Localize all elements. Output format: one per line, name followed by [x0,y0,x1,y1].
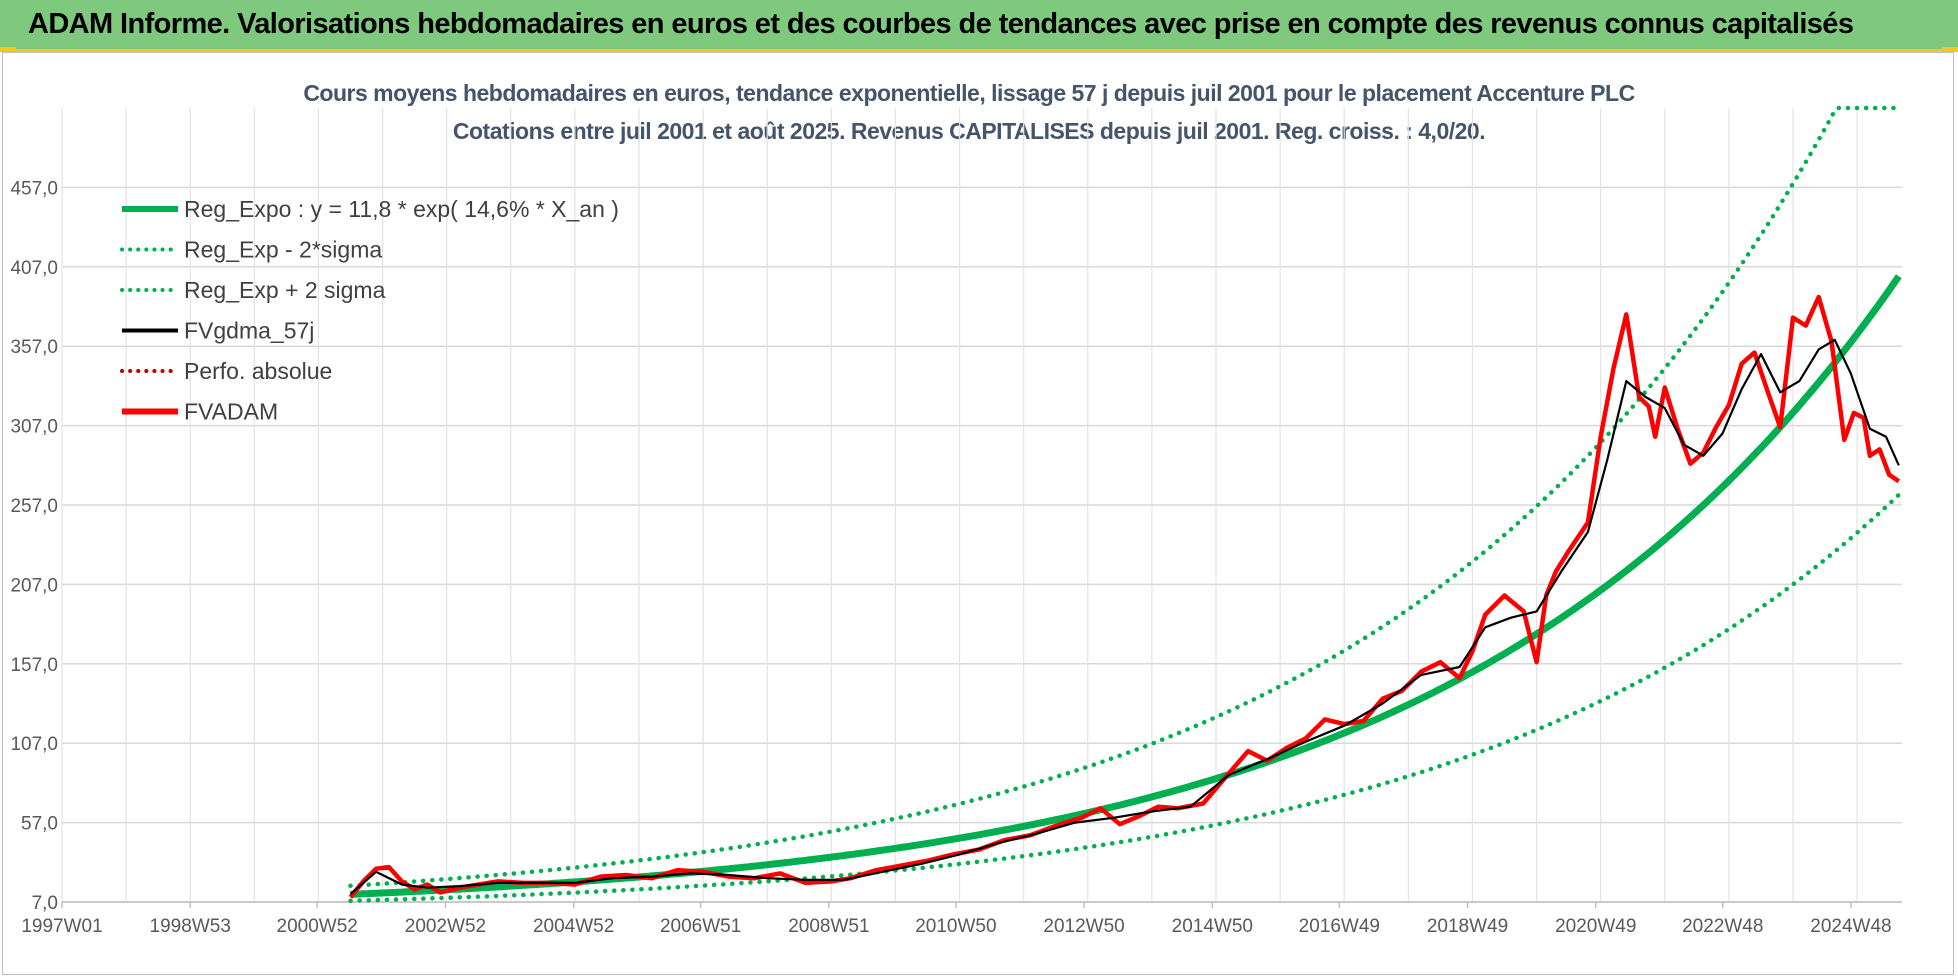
legend-reg-expo-label: Reg_Expo : y = 11,8 * exp( 14,6% * X_an … [184,196,619,222]
y-tick-label: 57,0 [21,814,58,835]
y-tick-label: 307,0 [10,417,58,438]
x-tick-label: 2022W48 [1682,916,1763,937]
x-tick-label: 2002W52 [405,916,486,937]
gridlines [61,108,1902,903]
legend-fvgdma-label: FVgdma_57j [184,318,314,344]
y-tick-label: 207,0 [10,575,58,596]
series-reg-exp-plus-2sigma [348,105,1902,889]
y-tick-label: 457,0 [10,178,58,199]
x-tick-label: 1997W01 [21,916,102,937]
y-axis-ticks: 7,0 57,0 107,0 157,0 207,0 257,0 307,0 357,0 407… [10,178,58,914]
x-tick-label: 2024W48 [1810,916,1891,937]
series-fvadam [348,294,1901,899]
x-tick-label: 1998W53 [150,916,231,937]
corner-accent-right [1942,47,1958,52]
x-tick-label: 2008W51 [788,916,869,937]
x-tick-label: 2014W50 [1172,916,1253,937]
x-tick-label: 2016W49 [1299,916,1380,937]
chart-title: Cours moyens hebdomadaires en euros, ten… [303,80,1635,106]
y-tick-label: 7,0 [32,893,58,914]
series-fvgdma-57j [349,338,1900,895]
y-tick-label: 257,0 [10,496,58,517]
x-tick-label: 2018W49 [1427,916,1508,937]
series-reg-expo [350,274,1902,898]
legend-perfo-label: Perfo. absolue [184,358,332,384]
legend-reg-exp-minus-label: Reg_Exp - 2*sigma [184,237,382,263]
legend-fvadam-label: FVADAM [184,399,278,425]
legend: Reg_Expo : y = 11,8 * exp( 14,6% * X_an … [120,196,619,425]
x-tick-label: 2006W51 [660,916,741,937]
y-tick-label: 157,0 [10,655,58,676]
x-tick-label: 2000W52 [277,916,358,937]
y-tick-label: 107,0 [10,734,58,755]
x-tick-label: 2004W52 [533,916,614,937]
legend-reg-exp-plus-label: Reg_Exp + 2 sigma [184,277,386,303]
x-tick-label: 2012W50 [1043,916,1124,937]
corner-accent-left [0,47,16,52]
x-tick-label: 2020W49 [1555,916,1636,937]
x-tick-label: 2010W50 [915,916,996,937]
chart-subtitle: Cotations entre juil 2001 et août 2025. … [452,118,1486,144]
header-banner: ADAM Informe. Valorisations hebdomadaire… [0,0,1958,52]
y-tick-label: 407,0 [10,258,58,279]
chart-frame [2,52,1954,975]
x-axis-ticks: 1997W01 1998W53 2000W52 2002W52 2004W52 2006W… [21,902,1892,937]
page-title: ADAM Informe. Valorisations hebdomadaire… [28,8,1854,40]
series-layer [348,105,1902,904]
y-tick-label: 357,0 [10,337,58,358]
series-reg-exp-minus-2sigma [348,492,1902,904]
